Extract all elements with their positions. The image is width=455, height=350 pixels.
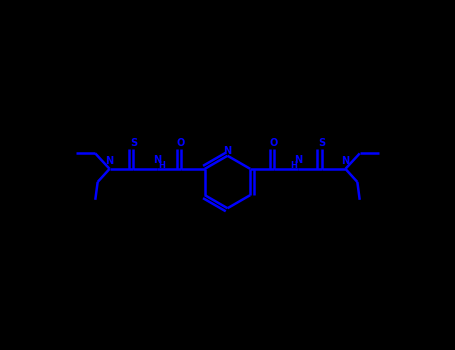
Text: N: N (153, 155, 161, 165)
Text: H: H (290, 161, 297, 170)
Text: N: N (341, 156, 349, 166)
Text: H: H (158, 161, 165, 170)
Text: S: S (318, 138, 325, 148)
Text: S: S (130, 138, 137, 148)
Text: O: O (270, 138, 278, 148)
Text: N: N (294, 155, 302, 165)
Text: N: N (106, 156, 114, 166)
Text: O: O (177, 138, 185, 148)
Text: N: N (223, 146, 232, 155)
